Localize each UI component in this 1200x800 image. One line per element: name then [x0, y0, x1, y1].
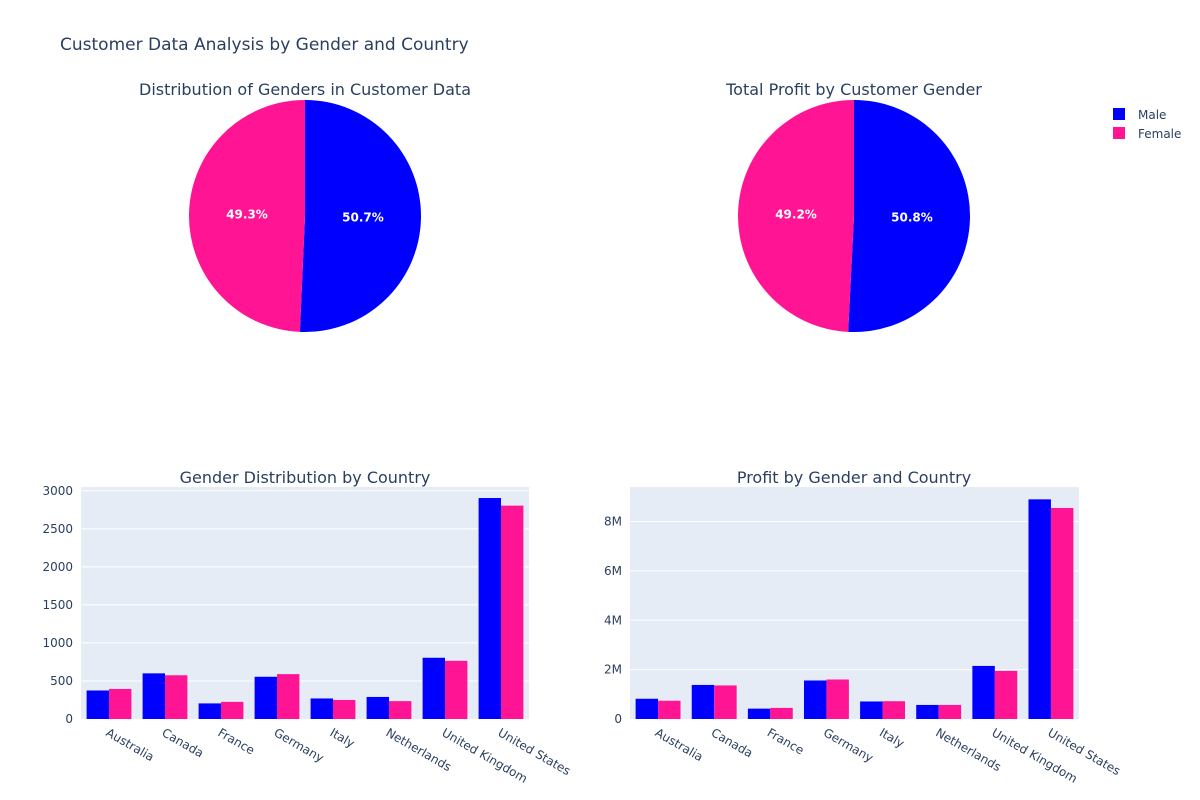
legend[interactable]: Male Female — [1113, 108, 1181, 141]
figure-title: Customer Data Analysis by Gender and Cou… — [60, 35, 469, 55]
pie-slice-female[interactable] — [737, 100, 854, 332]
bar-male[interactable] — [691, 684, 715, 719]
y-tick-label: 4M — [604, 613, 622, 627]
x-tick-label: Italy — [877, 725, 907, 750]
x-tick-label: Germany — [821, 725, 876, 765]
pie-slice-label: 50.7% — [342, 210, 384, 224]
legend-swatch-female — [1113, 127, 1125, 139]
bar-male[interactable] — [635, 698, 659, 719]
bar-male[interactable] — [198, 703, 221, 719]
x-tick-label: France — [765, 725, 807, 757]
bar-female[interactable] — [501, 505, 524, 719]
gender-by-country-bar-chart: Gender Distribution by Country 0 500 1000 1… — [42, 468, 572, 786]
bar-male[interactable] — [478, 498, 501, 719]
y-tick-label: 2500 — [42, 522, 73, 536]
pie-slice-male[interactable] — [299, 100, 421, 333]
y-tick-label: 1000 — [42, 636, 73, 650]
pie-slice-female[interactable] — [188, 100, 305, 332]
bar-male[interactable] — [86, 690, 109, 719]
bar-female[interactable] — [277, 674, 300, 719]
x-tick-label: France — [216, 725, 258, 757]
bar-male[interactable] — [366, 696, 389, 719]
pie-slice-label: 49.3% — [226, 208, 268, 222]
bar-male[interactable] — [310, 698, 333, 719]
bar-female[interactable] — [938, 704, 962, 719]
bar-chart-title: Gender Distribution by Country — [180, 468, 431, 487]
bar-female[interactable] — [109, 688, 132, 719]
y-tick-label: 0 — [65, 712, 73, 726]
pie-slice-male[interactable] — [848, 100, 970, 332]
y-tick-label: 8M — [604, 515, 622, 529]
bar-male[interactable] — [422, 657, 445, 719]
bar-female[interactable] — [770, 707, 793, 719]
profit-by-country-bar-chart: Profit by Gender and Country 0 2M 4M 6M 8M Au… — [604, 468, 1123, 786]
bar-male[interactable] — [916, 704, 939, 719]
legend-label-female[interactable]: Female — [1138, 127, 1181, 141]
legend-label-male[interactable]: Male — [1138, 108, 1166, 122]
x-tick-label: Italy — [328, 725, 358, 750]
bar-chart-title: Profit by Gender and Country — [737, 468, 971, 487]
bar-male[interactable] — [142, 673, 165, 719]
y-tick-label: 6M — [604, 564, 622, 578]
bar-male[interactable] — [972, 665, 995, 719]
bar-female[interactable] — [994, 670, 1018, 719]
x-tick-label: Australia — [104, 725, 157, 764]
bar-female[interactable] — [658, 700, 681, 719]
bar-male[interactable] — [803, 680, 827, 719]
y-tick-label: 1500 — [42, 598, 73, 612]
bar-female[interactable] — [221, 701, 244, 719]
x-tick-label: Australia — [653, 725, 706, 764]
x-tick-label: Canada — [160, 725, 207, 760]
y-tick-label: 500 — [50, 674, 73, 688]
bar-female[interactable] — [714, 685, 737, 719]
pie-slice-label: 49.2% — [775, 208, 817, 222]
pie-slice-label: 50.8% — [891, 210, 933, 224]
pie-title: Total Profit by Customer Gender — [725, 80, 982, 99]
bar-female[interactable] — [389, 701, 412, 719]
bar-female[interactable] — [333, 699, 356, 719]
bar-male[interactable] — [860, 701, 883, 719]
bar-female[interactable] — [445, 660, 468, 719]
bar-female[interactable] — [826, 679, 849, 719]
profit-by-gender-pie: Total Profit by Customer Gender 50.8% 49.… — [725, 80, 982, 332]
bar-female[interactable] — [165, 675, 188, 719]
y-tick-label: 2M — [604, 663, 622, 677]
pie-title: Distribution of Genders in Customer Data — [139, 80, 471, 99]
bar-female[interactable] — [882, 701, 906, 719]
bar-male[interactable] — [1028, 499, 1051, 719]
x-tick-label: Germany — [272, 725, 327, 765]
y-tick-label: 2000 — [42, 560, 73, 574]
bar-male[interactable] — [747, 708, 771, 719]
bar-male[interactable] — [254, 676, 277, 719]
gender-distribution-pie: Distribution of Genders in Customer Data… — [139, 80, 471, 333]
x-tick-label: Canada — [709, 725, 756, 760]
legend-swatch-male — [1113, 108, 1125, 120]
y-tick-label: 3000 — [42, 484, 73, 498]
y-tick-label: 0 — [614, 712, 622, 726]
bar-female[interactable] — [1050, 507, 1074, 719]
